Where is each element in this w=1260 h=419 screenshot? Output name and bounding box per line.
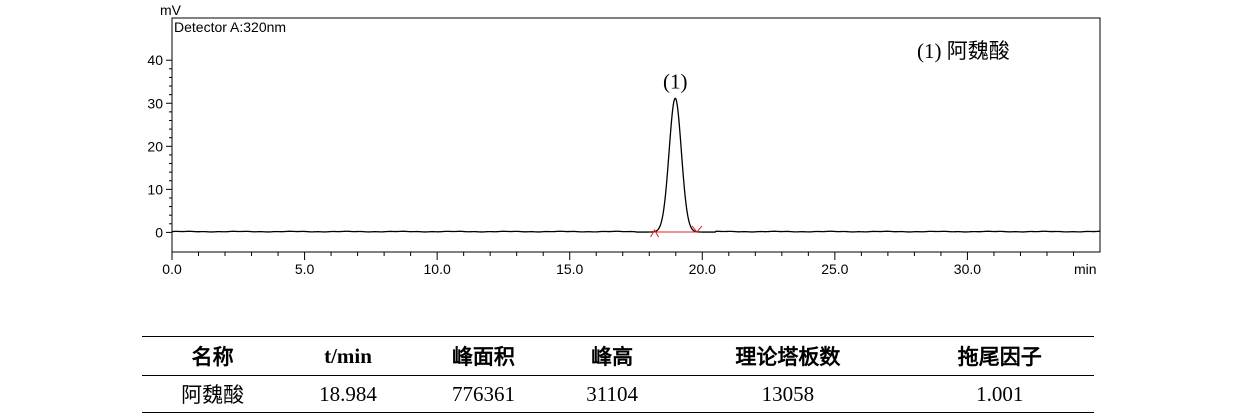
cell-peak-height: 31104	[586, 381, 638, 406]
plot-frame	[171, 17, 1101, 253]
peak-label: (1)	[663, 70, 688, 94]
y-tick-label: 40	[147, 52, 163, 68]
x-tick-label: 5.0	[295, 261, 315, 277]
results-table: 名称 t/min 峰面积 峰高 理论塔板数 拖尾因子 阿魏酸 18.984 77…	[142, 336, 1094, 413]
x-tick-label: 15.0	[556, 261, 583, 277]
header-theoretical-plates: 理论塔板数	[735, 345, 841, 369]
peak-end-marker	[691, 225, 703, 233]
results-table-container: 名称 t/min 峰面积 峰高 理论塔板数 拖尾因子 阿魏酸 18.984 77…	[142, 336, 1094, 413]
x-axis-unit: min	[1074, 261, 1097, 277]
cell-peak-area: 776361	[451, 381, 515, 406]
signal-trace	[171, 97, 1101, 233]
peak-start-marker	[650, 228, 659, 238]
table-row: 阿魏酸 18.984 776361 31104 13058 1.001	[142, 376, 1094, 413]
header-peak-height: 峰高	[591, 345, 634, 369]
cell-tailing-factor: 1.001	[976, 381, 1024, 406]
x-tick-label: 0.0	[162, 261, 182, 277]
header-peak-area: 峰面积	[451, 345, 515, 369]
y-tick-label: 0	[155, 224, 163, 240]
x-tick-label: 30.0	[954, 261, 981, 277]
y-tick-label: 30	[147, 95, 163, 111]
header-retention-time: t/min	[324, 343, 372, 368]
header-name: 名称	[191, 345, 234, 369]
chromatogram-chart: 0 10 20 30 40 0.0 5.0 10.0 15.0 20.0 25.0 30.0 (1) m…	[147, 2, 1101, 277]
table-header-row: 名称 t/min 峰面积 峰高 理论塔板数 拖尾因子	[142, 336, 1094, 376]
y-tick-label: 10	[147, 181, 163, 197]
y-axis-unit: mV	[160, 2, 182, 18]
legend-compound-label: (1) 阿魏酸	[917, 39, 1010, 63]
x-tick-label: 25.0	[821, 261, 848, 277]
header-tailing-factor: 拖尾因子	[957, 345, 1042, 369]
x-tick-label: 20.0	[689, 261, 716, 277]
cell-name: 阿魏酸	[181, 383, 245, 407]
detector-label: Detector A:320nm	[174, 19, 286, 35]
x-tick-label: 10.0	[424, 261, 451, 277]
y-tick-label: 20	[147, 138, 163, 154]
cell-theoretical-plates: 13058	[761, 381, 815, 406]
cell-retention-time: 18.984	[319, 381, 377, 406]
